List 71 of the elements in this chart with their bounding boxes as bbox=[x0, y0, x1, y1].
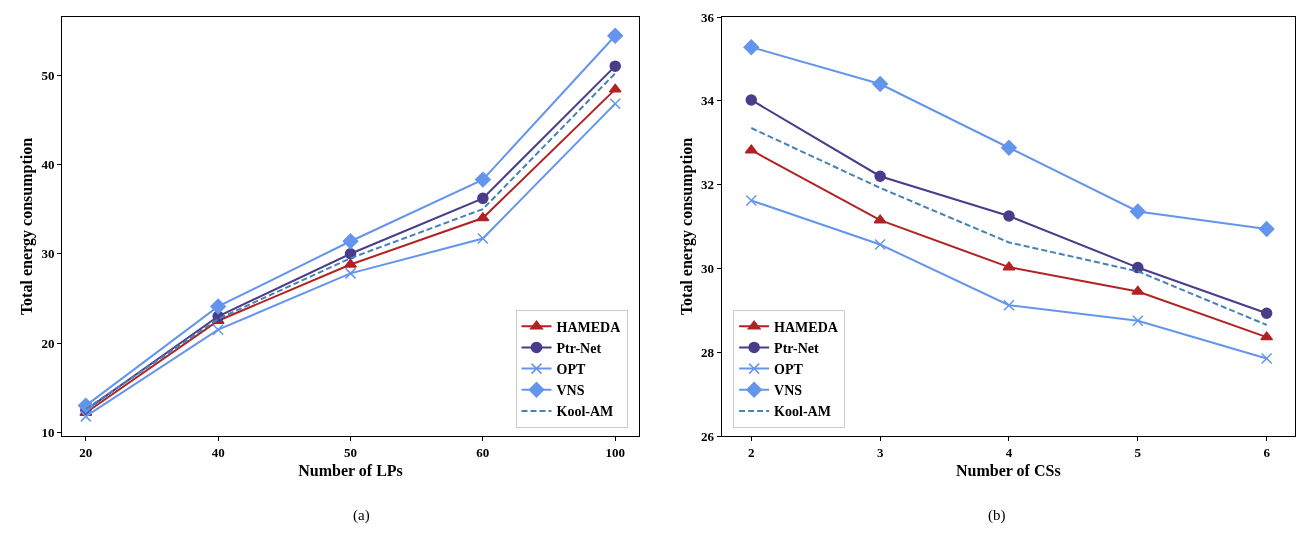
text: (b) bbox=[988, 507, 1006, 524]
point bbox=[745, 194, 758, 207]
point bbox=[607, 27, 624, 44]
point bbox=[344, 258, 358, 268]
y-tick-label: 10 bbox=[41, 424, 55, 440]
point bbox=[609, 60, 621, 72]
point bbox=[1132, 261, 1144, 274]
point bbox=[1131, 285, 1145, 295]
point bbox=[743, 39, 760, 56]
point bbox=[477, 232, 489, 245]
point bbox=[1260, 352, 1273, 365]
x-tick-label: 60 bbox=[476, 444, 490, 460]
point bbox=[210, 298, 227, 315]
x-tick-label: 40 bbox=[211, 444, 225, 460]
point bbox=[744, 144, 758, 154]
point bbox=[874, 170, 886, 182]
text: (a) bbox=[353, 507, 370, 524]
y-tick-label: 26 bbox=[701, 428, 715, 444]
x-axis-title: Number of LPs bbox=[298, 462, 403, 480]
point bbox=[745, 94, 758, 106]
y-tick-label: 28 bbox=[701, 344, 715, 360]
y-tick-label: 30 bbox=[701, 260, 715, 276]
x-tick-label: 6 bbox=[1263, 444, 1271, 460]
y-tick-label: 32 bbox=[701, 177, 715, 193]
x-axis-title: Number of CSs bbox=[956, 462, 1061, 480]
legend-label: Ptr-Net bbox=[556, 340, 602, 356]
y-tick-label: 40 bbox=[41, 156, 55, 172]
legend-label: OPT bbox=[774, 362, 804, 378]
point bbox=[1129, 203, 1146, 220]
point bbox=[874, 238, 886, 251]
legend-label: VNS bbox=[774, 383, 803, 399]
point bbox=[1132, 315, 1144, 327]
point bbox=[474, 171, 491, 188]
y-tick-label: 30 bbox=[41, 246, 55, 262]
y-axis-title: Total energy consumption bbox=[18, 137, 37, 316]
legend-label: HAMEDA bbox=[774, 319, 839, 335]
point bbox=[872, 76, 889, 92]
point bbox=[1003, 210, 1015, 222]
point bbox=[1260, 307, 1273, 319]
point bbox=[80, 410, 92, 423]
y-tick-label: 36 bbox=[701, 9, 715, 25]
point bbox=[873, 214, 887, 224]
legend-label: OPT bbox=[556, 362, 586, 378]
x-tick-label: 3 bbox=[876, 444, 884, 460]
point bbox=[212, 323, 224, 336]
point bbox=[1002, 261, 1016, 271]
point bbox=[476, 212, 490, 222]
point bbox=[1001, 139, 1017, 156]
legend-label: HAMEDA bbox=[556, 319, 622, 335]
point bbox=[1258, 221, 1275, 237]
x-tick-label: 20 bbox=[79, 444, 93, 460]
y-tick-label: 20 bbox=[41, 335, 55, 351]
legend-label: Ptr-Net bbox=[774, 340, 820, 356]
x-tick-label: 50 bbox=[344, 444, 358, 460]
legend-label: VNS bbox=[556, 383, 585, 399]
point bbox=[477, 192, 489, 205]
y-axis-title: Total energy consumption bbox=[677, 137, 696, 316]
point bbox=[1260, 331, 1274, 341]
y-tick-label: 34 bbox=[701, 93, 715, 109]
point bbox=[608, 83, 622, 93]
point bbox=[344, 267, 357, 280]
x-tick-label: 5 bbox=[1134, 444, 1142, 460]
legend-label: Kool-AM bbox=[774, 404, 831, 420]
y-tick-label: 50 bbox=[41, 67, 55, 83]
x-tick-label: 100 bbox=[605, 444, 625, 460]
x-tick-label: 4 bbox=[1005, 444, 1013, 460]
point bbox=[1003, 299, 1015, 312]
x-tick-label: 2 bbox=[748, 444, 755, 460]
point bbox=[342, 233, 359, 250]
point bbox=[609, 97, 621, 110]
legend-label: Kool-AM bbox=[556, 404, 614, 420]
